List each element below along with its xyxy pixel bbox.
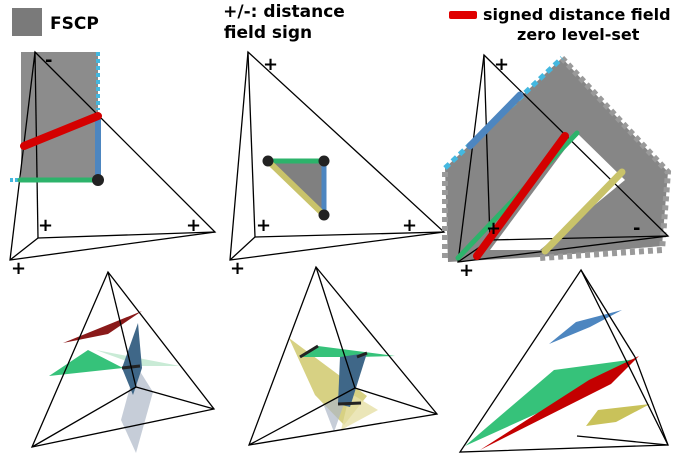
vertex-node [92, 174, 104, 186]
tetra-edge [31, 386, 137, 448]
dark-red-face [63, 311, 142, 343]
tetra-edge [9, 237, 39, 261]
dark-edge [356, 351, 368, 359]
green-face [300, 346, 395, 357]
tetrahedron-outline [9, 50, 217, 261]
blue-face [122, 323, 142, 395]
tetra-edge [315, 266, 356, 389]
sign-plus: + [494, 54, 509, 75]
sign-plus: + [263, 54, 278, 75]
vertex-node [262, 155, 274, 167]
tetra-edge [254, 231, 445, 238]
tetra-edge [580, 269, 636, 358]
tetrahedron-outline [458, 268, 670, 453]
red-edge [473, 132, 569, 260]
yellow-edge [541, 168, 626, 255]
yellow-edge [265, 158, 327, 218]
blue-face [549, 310, 622, 344]
panel-top-right: + + - + [442, 53, 672, 281]
panel-bottom-left [30, 270, 216, 453]
sign-minus: - [45, 50, 52, 71]
panel-top-middle: + + + + [229, 50, 446, 279]
red-edge [20, 112, 102, 150]
dark-edge [299, 344, 319, 359]
sign-label-line2: field sign [224, 23, 312, 43]
tetra-edge [634, 356, 669, 446]
tetra-edge [483, 54, 491, 241]
panel-bottom-middle [247, 265, 439, 446]
fscp-hole [490, 133, 625, 250]
yellow-face [586, 404, 650, 426]
sign-label-line1: +/-: distance [223, 2, 345, 22]
tetrahedron-outline [30, 270, 216, 448]
panel-bottom-right [458, 268, 670, 453]
sdf-label-line2: zero level-set [517, 25, 640, 44]
sign-plus: + [402, 215, 417, 236]
tetra-edge [248, 387, 356, 446]
sign-plus: + [256, 215, 271, 236]
sign-plus: + [38, 215, 53, 236]
green-face [49, 350, 123, 376]
sign-minus: - [633, 218, 640, 239]
sign-plus: + [230, 258, 245, 279]
tetra-edge [489, 235, 669, 241]
fscp-label: FSCP [50, 14, 99, 34]
light-blue-face [121, 365, 153, 453]
tetra-edge [37, 231, 216, 239]
tetra-edge [354, 387, 438, 415]
fscp-swatch [12, 8, 42, 36]
tetrahedron-outline [247, 265, 439, 446]
tetra-edge [135, 386, 215, 410]
sign-plus: + [11, 258, 26, 279]
tetrahedron-outline [457, 53, 670, 263]
tetra-edge [229, 236, 256, 261]
sign-plus: + [186, 215, 201, 236]
tetra-edge [247, 51, 256, 238]
vertex-node [318, 209, 330, 221]
sdf-swatch [449, 11, 477, 19]
tetra-edge [107, 271, 137, 388]
sign-plus: + [459, 260, 474, 281]
fscp-region [21, 52, 98, 180]
sdf-label-line1: signed distance field [483, 5, 671, 24]
blue-edge [466, 91, 524, 150]
tetra-edge [576, 435, 669, 446]
vertex-node [318, 155, 330, 167]
dark-edge [337, 401, 362, 406]
sign-plus: + [486, 218, 501, 239]
panel-top-left: - + + + [9, 50, 217, 279]
red-face [480, 356, 639, 450]
tetrahedron-outline [229, 50, 446, 261]
